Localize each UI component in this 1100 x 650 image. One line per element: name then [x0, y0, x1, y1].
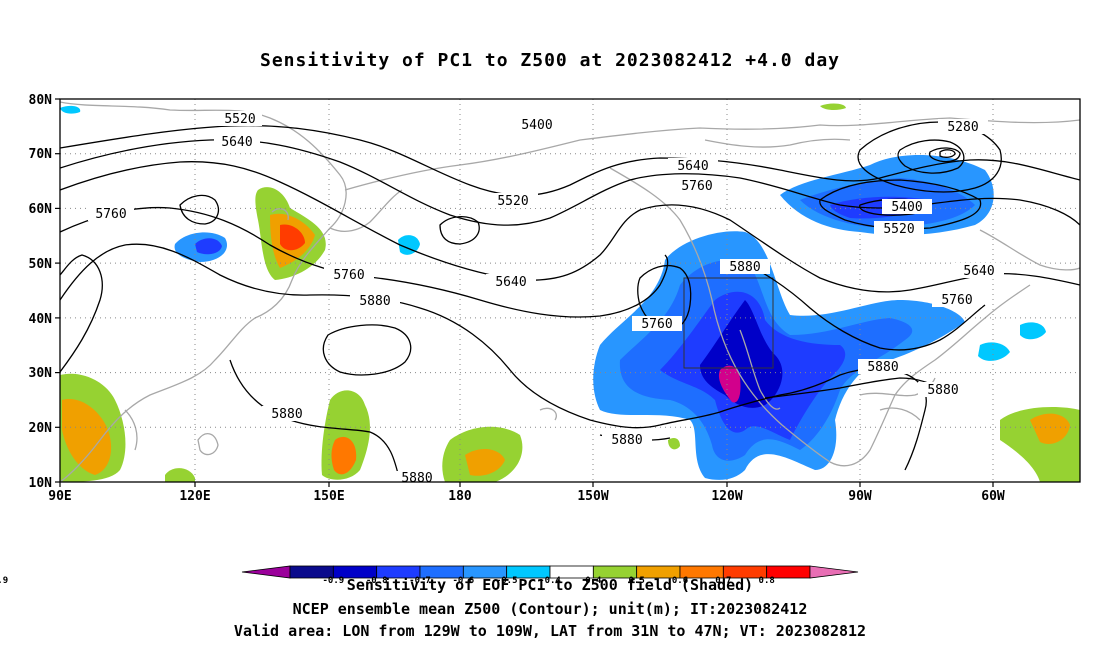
contour-label: 5880 — [867, 360, 898, 375]
blob-pos-tiny-n — [820, 103, 846, 111]
lon-label: 60W — [981, 489, 1005, 504]
colorbar — [241, 565, 859, 579]
footer-line-3: Valid area: LON from 129W to 109W, LAT f… — [233, 622, 867, 640]
contour-label: 5760 — [333, 268, 364, 283]
colorbar-tick-label: 0.6 — [671, 576, 689, 586]
colorbar-tick-label: 0.7 — [715, 576, 732, 586]
colorbar-tick-label: -0.8 — [365, 576, 388, 586]
blob-small-pac — [398, 235, 420, 255]
contour-label: 5520 — [224, 112, 255, 127]
coastlines — [60, 101, 1080, 482]
footer-line-2: NCEP ensemble mean Z500 (Contour); unit(… — [292, 600, 808, 618]
lon-label: 150E — [313, 489, 344, 504]
blob-magenta — [718, 365, 741, 403]
colorbar-tick-label: -0.5 — [495, 576, 518, 586]
blob-pos-small-s — [165, 468, 195, 482]
contour-labels: 5520 5640 5760 5400 5520 5280 5640 5760 … — [88, 111, 1004, 486]
footer-line-1: Sensitivity of EOF PC1 to Z500 field (Sh… — [346, 576, 754, 594]
contour-label: 5880 — [359, 294, 390, 309]
contour-label: 5400 — [521, 118, 552, 133]
blob-pos-se-orange — [1030, 413, 1070, 445]
contour-label: 5760 — [941, 293, 972, 308]
contour-label: 5640 — [495, 275, 526, 290]
lat-label: 40N — [29, 312, 53, 327]
lon-label: 120E — [179, 489, 210, 504]
contour-label: 5400 — [891, 200, 922, 215]
blob-small-atl2 — [1020, 322, 1046, 340]
lat-label: 10N — [29, 476, 53, 491]
colorbar-tick-label: 0.9 — [0, 576, 9, 586]
blob-small-atl — [978, 342, 1010, 361]
lon-label: 150W — [577, 489, 608, 504]
colorbar-tick-label: -0.7 — [409, 576, 431, 586]
contour-label: 5640 — [963, 264, 994, 279]
colorbar-right-arrow — [809, 565, 859, 579]
lon-label: 180 — [448, 489, 472, 504]
lat-label: 50N — [29, 257, 53, 272]
contour-label: 5760 — [95, 207, 126, 222]
colorbar-tick-label: -0.6 — [452, 576, 475, 586]
colorbar-tick-label: 0.4 — [585, 576, 602, 586]
blob-pos-sw-orange — [62, 399, 112, 475]
lat-label: 20N — [29, 421, 53, 436]
blob-pos-tiny-mex — [668, 438, 680, 450]
plot-frame — [59, 98, 1081, 483]
blob-pos-central-orange — [331, 436, 357, 475]
contour-label: 5880 — [611, 433, 642, 448]
ticks — [55, 98, 994, 487]
colorbar-tick-label: 0.5 — [628, 576, 645, 586]
blob-pos-kamchatka-red — [280, 224, 305, 251]
lon-label: 120W — [711, 489, 742, 504]
lat-label: 80N — [29, 93, 53, 108]
contour-label: 5640 — [677, 159, 708, 174]
lat-labels: 80N 70N 60N 50N 40N 30N 20N 10N — [29, 93, 53, 491]
lon-label: 90W — [848, 489, 872, 504]
contour-label: 5520 — [883, 222, 914, 237]
contour-label: 5640 — [221, 135, 252, 150]
lat-label: 30N — [29, 366, 53, 381]
contour-label: 5760 — [681, 179, 712, 194]
colorbar-tick-label: -0.9 — [322, 576, 345, 586]
lon-labels: 90E 120E 150E 180 150W 120W 90W 60W — [48, 489, 1005, 504]
contour-label: 5880 — [271, 407, 302, 422]
lon-label: 90E — [48, 489, 71, 504]
colorbar-tick-label: 0.8 — [758, 576, 775, 586]
lat-label: 60N — [29, 202, 53, 217]
blob-pos-dateline-orange — [465, 448, 505, 476]
contour-label: 5880 — [927, 383, 958, 398]
map-title: Sensitivity of PC1 to Z500 at 2023082412… — [259, 50, 840, 71]
contour-label: 5760 — [641, 317, 672, 332]
contour-label: 5880 — [729, 260, 760, 275]
contour-label: 5280 — [947, 120, 978, 135]
contour-label: 5520 — [497, 194, 528, 209]
colorbar-tick-label: -0.4 — [539, 576, 561, 586]
lat-label: 70N — [29, 147, 53, 162]
blob-small-west-core — [195, 238, 222, 255]
blob-tiny-nw — [60, 105, 81, 114]
contour-label: 5880 — [401, 471, 432, 486]
valid-area-box — [683, 277, 774, 369]
